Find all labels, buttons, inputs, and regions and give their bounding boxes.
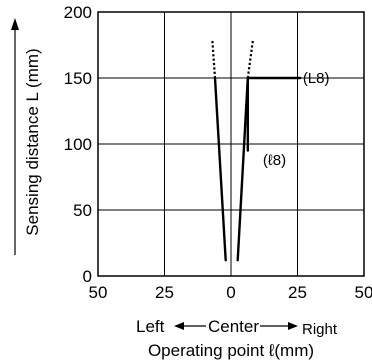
- y-tick-label: 150: [64, 69, 92, 88]
- annotations: (L8) (ℓ8): [263, 70, 330, 169]
- data-series: [212, 41, 300, 260]
- direction-center-label: Center: [208, 317, 259, 336]
- annotation-label: (L8): [303, 70, 330, 87]
- y-tick-label: 100: [64, 135, 92, 154]
- y-tick-label: 50: [73, 201, 92, 220]
- y-axis-title: Sensing distance L (mm): [23, 48, 42, 235]
- right-arrow-icon: [260, 322, 298, 330]
- series-line: [238, 78, 248, 260]
- series-line: [215, 78, 226, 260]
- y-tick-label: 200: [64, 3, 92, 22]
- x-tick-label: 50: [355, 283, 372, 302]
- left-arrow-icon: [174, 322, 206, 330]
- y-ticks: 0 50 100 150 200: [64, 3, 92, 286]
- direction-left-label: Left: [136, 317, 165, 336]
- x-axis-title: Operating point ℓ(mm): [148, 341, 314, 360]
- y-axis-arrowhead-icon: [11, 18, 19, 30]
- annotation-label: (ℓ8): [263, 152, 286, 169]
- series-line-dotted: [212, 41, 215, 78]
- x-tick-label: 0: [226, 283, 235, 302]
- series-line-dotted: [248, 41, 253, 78]
- direction-right-label: Right: [302, 321, 338, 338]
- x-tick-label: 25: [155, 283, 174, 302]
- y-tick-label: 0: [83, 267, 92, 286]
- x-tick-label: 25: [288, 283, 307, 302]
- gridlines: [98, 12, 364, 276]
- x-ticks: 50 25 0 25 50: [89, 283, 372, 302]
